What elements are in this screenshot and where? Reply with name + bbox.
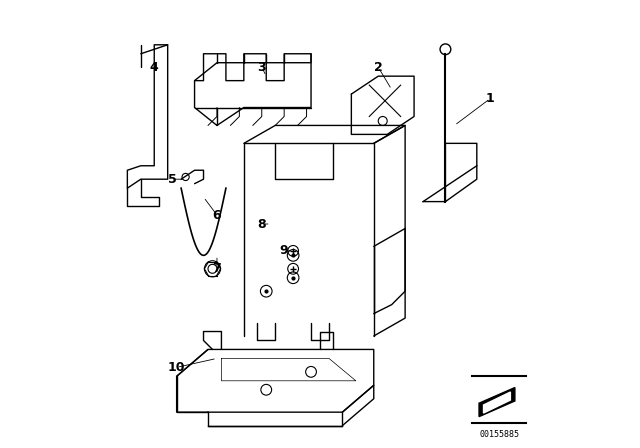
Text: 6: 6	[212, 208, 221, 222]
Text: 9: 9	[280, 244, 289, 258]
Text: 8: 8	[257, 217, 266, 231]
Text: 5: 5	[168, 172, 177, 186]
Text: 1: 1	[486, 92, 495, 105]
Text: 4: 4	[150, 60, 159, 74]
Polygon shape	[479, 388, 515, 417]
Text: 10: 10	[168, 361, 186, 374]
Text: 7: 7	[212, 262, 221, 276]
Polygon shape	[484, 392, 511, 413]
Text: 2: 2	[374, 60, 383, 74]
Text: 00155885: 00155885	[479, 430, 519, 439]
Text: 3: 3	[257, 60, 266, 74]
